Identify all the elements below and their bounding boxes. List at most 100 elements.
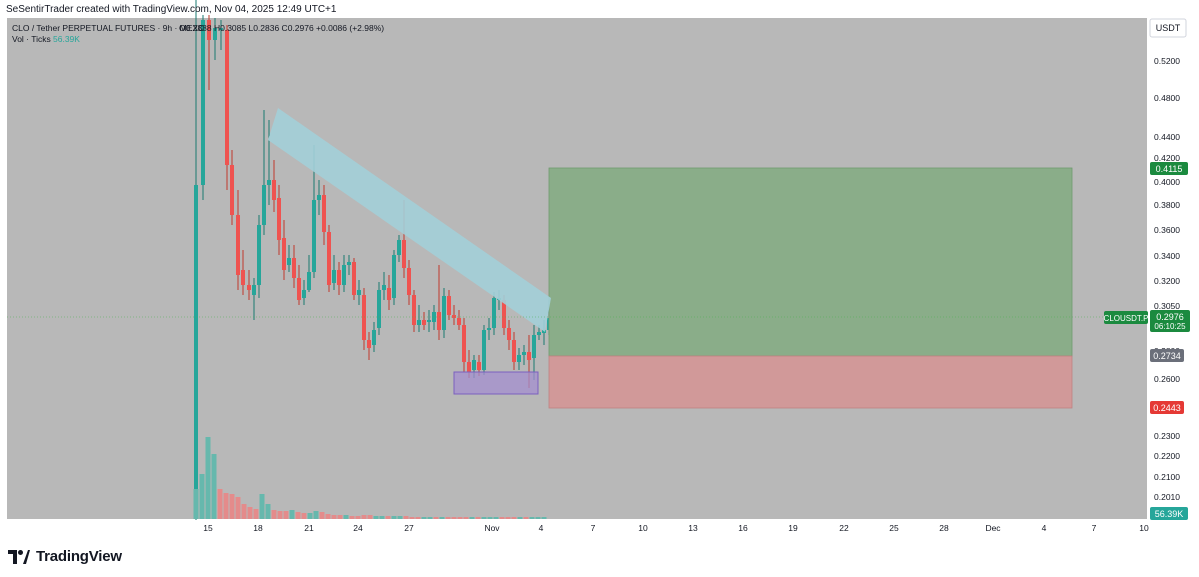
candle-body[interactable] <box>282 238 286 270</box>
volume-bars <box>193 437 547 519</box>
volume-bar <box>319 512 325 519</box>
candle-body[interactable] <box>337 270 341 285</box>
volume-bar <box>499 517 505 519</box>
candle-body[interactable] <box>422 320 426 325</box>
volume-bar <box>259 494 265 519</box>
candle-body[interactable] <box>382 285 386 290</box>
candle-body[interactable] <box>247 285 251 290</box>
candle-body[interactable] <box>257 225 261 285</box>
candle-body[interactable] <box>472 360 476 370</box>
candle-body[interactable] <box>272 180 276 200</box>
candle-body[interactable] <box>402 240 406 268</box>
descending-channel[interactable] <box>268 108 551 332</box>
volume-bar <box>223 493 229 519</box>
candle-body[interactable] <box>241 270 245 285</box>
candle-body[interactable] <box>377 290 381 328</box>
candle-body[interactable] <box>252 285 256 295</box>
candle-body[interactable] <box>213 28 217 40</box>
target-price-label: 0.4115 <box>1156 164 1183 174</box>
candle-body[interactable] <box>522 352 526 355</box>
candle-body[interactable] <box>532 335 536 358</box>
candle-body[interactable] <box>372 330 376 345</box>
stop-price-label: 0.2443 <box>1153 403 1181 413</box>
candle-body[interactable] <box>357 290 361 295</box>
volume-bar <box>367 515 373 519</box>
candle-body[interactable] <box>292 258 296 278</box>
candle-body[interactable] <box>236 215 240 275</box>
candle-body[interactable] <box>317 195 321 200</box>
volume-bar <box>199 474 205 519</box>
candle-body[interactable] <box>225 30 229 165</box>
candle-body[interactable] <box>487 328 491 330</box>
candle-body[interactable] <box>230 165 234 215</box>
volume-bar <box>457 517 463 519</box>
candle-body[interactable] <box>397 240 401 255</box>
candle-body[interactable] <box>312 200 316 272</box>
volume-bar <box>403 516 409 519</box>
candle-body[interactable] <box>307 272 311 290</box>
x-tick-label: 24 <box>353 523 363 533</box>
candle-body[interactable] <box>352 262 356 295</box>
volume-bar <box>463 517 469 519</box>
x-tick-label: Dec <box>985 523 1001 533</box>
candle-body[interactable] <box>219 28 223 30</box>
volume-bar <box>391 516 397 519</box>
profit-zone[interactable] <box>548 167 1073 357</box>
candle-body[interactable] <box>427 320 431 322</box>
candle-body[interactable] <box>537 332 541 335</box>
demand-box[interactable] <box>453 371 539 395</box>
candle-body[interactable] <box>342 265 346 285</box>
candle-body[interactable] <box>277 198 281 240</box>
candle-body[interactable] <box>332 270 336 283</box>
candle-body[interactable] <box>267 180 271 185</box>
candle-body[interactable] <box>287 258 291 265</box>
candle-body[interactable] <box>327 232 331 285</box>
candle-body[interactable] <box>482 330 486 370</box>
candle-body[interactable] <box>367 340 371 348</box>
candle-body[interactable] <box>517 355 521 362</box>
candle-body[interactable] <box>452 315 456 318</box>
candle-body[interactable] <box>542 330 546 333</box>
volume-value-label: 56.39K <box>1155 509 1184 519</box>
candle-body[interactable] <box>347 262 351 265</box>
candle-body[interactable] <box>457 318 461 325</box>
y-tick-label: 0.3200 <box>1154 276 1180 286</box>
legend-symbol[interactable]: CLO / Tether PERPETUAL FUTURES · 9h · ME… <box>12 23 204 33</box>
x-tick-label: 4 <box>1042 523 1047 533</box>
candle-body[interactable] <box>262 185 266 225</box>
candle-body[interactable] <box>392 255 396 298</box>
candle-body[interactable] <box>362 295 366 340</box>
volume-bar <box>487 517 493 519</box>
candle-body[interactable] <box>407 268 411 295</box>
candle-body[interactable] <box>512 340 516 362</box>
candle-body[interactable] <box>437 312 441 330</box>
candle-body[interactable] <box>417 320 421 325</box>
volume-bar <box>235 497 241 519</box>
candle-body[interactable] <box>447 296 451 315</box>
candle-body[interactable] <box>302 290 306 298</box>
candle-body[interactable] <box>502 300 506 328</box>
candle-body[interactable] <box>207 20 211 40</box>
candle-body[interactable] <box>194 185 198 495</box>
candle-body[interactable] <box>201 20 205 185</box>
candle-body[interactable] <box>467 362 471 372</box>
candle-body[interactable] <box>462 325 466 362</box>
candle-body[interactable] <box>527 352 531 360</box>
candle-body[interactable] <box>322 195 326 232</box>
x-tick-label: 10 <box>638 523 648 533</box>
candle-body[interactable] <box>387 288 391 300</box>
loss-zone[interactable] <box>548 355 1073 409</box>
volume-bar <box>229 494 235 519</box>
candle-body[interactable] <box>412 295 416 325</box>
currency-button[interactable]: USDT <box>1156 23 1181 33</box>
candle-body[interactable] <box>507 328 511 340</box>
tradingview-logo[interactable]: TradingView <box>8 548 122 565</box>
candle-body[interactable] <box>492 298 496 328</box>
candle-body[interactable] <box>477 362 481 370</box>
candle-body[interactable] <box>297 278 301 300</box>
x-tick-label: 22 <box>839 523 849 533</box>
volume-bar <box>271 510 277 519</box>
candle-body[interactable] <box>442 296 446 330</box>
legend-volume-value: 56.39K <box>53 34 80 44</box>
